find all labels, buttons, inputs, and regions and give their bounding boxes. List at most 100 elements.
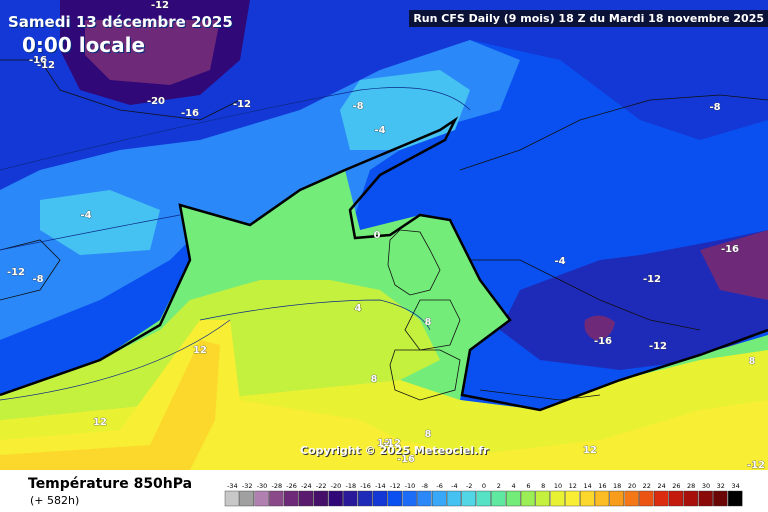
isotherm-label: -12 [233, 99, 251, 110]
scale-tick-label: 34 [731, 482, 739, 490]
scale-swatch [550, 490, 565, 507]
isotherm-label: -16 [594, 336, 612, 347]
scale-tick-label: -24 [301, 482, 312, 490]
scale-swatch [313, 490, 329, 507]
isotherm-label: 8 [749, 356, 756, 367]
scale-swatch [254, 490, 269, 507]
scale-tick-label: -2 [466, 482, 472, 490]
scale-swatch [683, 490, 698, 507]
isotherm-label: 12 [583, 445, 597, 456]
scale-tick-label: -26 [286, 482, 297, 490]
copyright-text: Copyright © 2025 Meteociel.fr [300, 444, 489, 457]
isotherm-label: -12 [747, 460, 765, 470]
isotherm-label: -12 [383, 438, 401, 449]
scale-swatch [520, 490, 536, 507]
isotherm-label: -12 [151, 0, 169, 11]
temperature-map: -16-12-12-20-16-12 -8-4-8-4-12-80-4-12-16… [0, 0, 768, 470]
isotherm-label: -8 [352, 101, 363, 112]
isotherm-label: -12 [7, 267, 25, 278]
isotherm-label: -4 [554, 256, 565, 267]
scale-tick-label: -32 [242, 482, 253, 490]
isotherm-label: -16 [181, 108, 199, 119]
model-run-banner: Run CFS Daily (9 mois) 18 Z du Mardi 18 … [409, 10, 768, 27]
isotherm-label: 8 [425, 429, 432, 440]
scale-tick-label: 6 [526, 482, 530, 490]
scale-tick-label: 32 [717, 482, 725, 490]
scale-swatch [446, 490, 462, 507]
scale-tick-label: -28 [271, 482, 282, 490]
scale-tick-label: 30 [702, 482, 710, 490]
scale-swatch [387, 490, 403, 507]
scale-swatch [269, 490, 284, 507]
isotherm-label: -20 [147, 96, 165, 107]
scale-swatch [372, 490, 388, 507]
scale-tick-label: 2 [497, 482, 501, 490]
scale-swatch [565, 490, 580, 507]
parameter-title: Température 850hPa [28, 476, 193, 492]
scale-tick-label: -16 [360, 482, 371, 490]
isotherm-label: 8 [425, 317, 432, 328]
scale-swatch [284, 490, 299, 507]
scale-swatch [343, 490, 358, 507]
scale-swatch [698, 490, 713, 507]
scale-swatch [417, 490, 432, 507]
scale-swatch [431, 490, 447, 507]
scale-tick-label: 14 [583, 482, 591, 490]
scale-tick-label: 8 [541, 482, 545, 490]
scale-tick-label: 10 [554, 482, 562, 490]
scale-swatch [476, 490, 491, 507]
scale-swatch [461, 490, 477, 507]
scale-tick-label: -8 [422, 482, 428, 490]
isotherm-label: -4 [80, 210, 91, 221]
scale-tick-label: 26 [672, 482, 680, 490]
scale-tick-label: 12 [569, 482, 577, 490]
isotherm-label: 12 [93, 417, 107, 428]
scale-tick-label: 24 [657, 482, 665, 490]
scale-tick-label: 18 [613, 482, 621, 490]
scale-tick-label: -14 [375, 482, 386, 490]
scale-swatch [506, 490, 521, 507]
scale-swatch [639, 490, 654, 507]
scale-tick-label: -34 [227, 482, 238, 490]
map-footer: Température 850hPa (+ 582h) -34 -32 -30 -28… [0, 470, 768, 512]
scale-tick-label: 22 [643, 482, 651, 490]
isotherm-label: 4 [355, 303, 362, 314]
scale-tick-label: -4 [451, 482, 457, 490]
scale-tick-label: 28 [687, 482, 695, 490]
scale-swatch [624, 490, 639, 507]
forecast-hour: (+ 582h) [30, 494, 80, 507]
isotherm-label: -8 [32, 274, 43, 285]
scale-tick-label: 4 [512, 482, 516, 490]
forecast-time: 0:00 locale [22, 33, 146, 57]
scale-tick-label: 0 [482, 482, 486, 490]
isotherm-label: 12 [377, 438, 391, 449]
scale-swatch [580, 490, 595, 507]
scale-swatch [224, 490, 240, 507]
isotherm-label: 8 [371, 374, 378, 385]
isotherm-label: -12 [643, 274, 661, 285]
scale-tick-label: 20 [628, 482, 636, 490]
isotherm-label: -16 [721, 244, 739, 255]
scale-swatch [668, 490, 684, 507]
scale-tick-label: -12 [390, 482, 401, 490]
scale-swatch [402, 490, 417, 507]
scale-swatch [328, 490, 343, 507]
scale-tick-label: -18 [345, 482, 356, 490]
scale-swatch [713, 490, 728, 507]
color-scale: -34 -32 -30 -28 -26 -24 -22 -20 -18 -16 -14 -12 -10-… [224, 482, 743, 507]
scale-tick-label: -30 [257, 482, 268, 490]
scale-tick-label: -6 [436, 482, 442, 490]
isotherm-label: 0 [374, 230, 381, 241]
isotherm-label: -16 [29, 55, 47, 66]
isotherm-label: -12 [649, 341, 667, 352]
scale-swatch [654, 490, 669, 507]
scale-swatch [357, 490, 373, 507]
forecast-date: Samedi 13 décembre 2025 [8, 13, 233, 31]
scale-swatch [728, 490, 743, 507]
scale-swatch [298, 490, 314, 507]
scale-tick-label: 16 [598, 482, 606, 490]
isotherm-label: -8 [709, 102, 720, 113]
isotherm-label: -12 [37, 60, 55, 71]
isotherm-label: -4 [374, 125, 385, 136]
